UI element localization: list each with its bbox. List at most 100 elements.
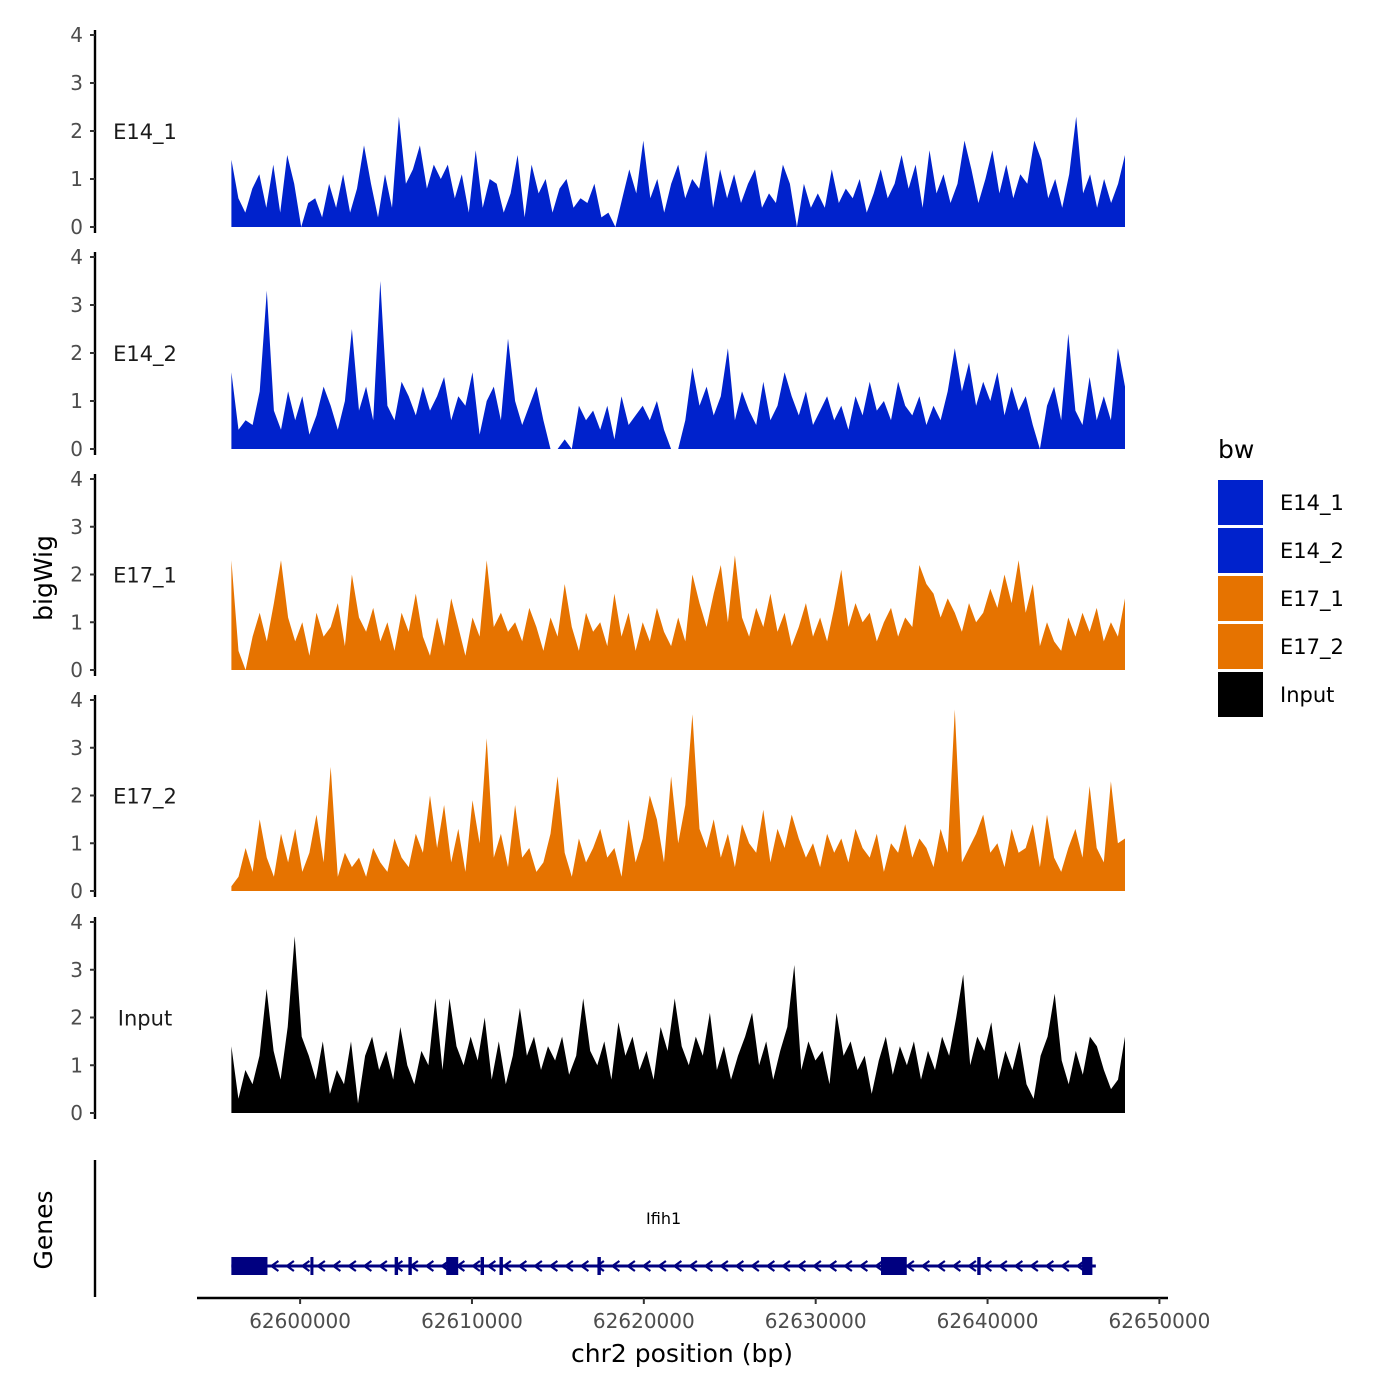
strand-arrow [672,1260,683,1272]
strand-arrow [905,1260,915,1272]
legend-item-e14-2: E14_2 [1218,528,1344,573]
strand-arrow [657,1260,667,1272]
y-tick-label: 0 [70,658,83,682]
x-tick-label: 62620000 [593,1309,695,1333]
strand-arrow [502,1260,512,1272]
strand-arrow [362,1260,373,1272]
strand-arrow [998,1260,1008,1272]
strand-arrow [533,1260,543,1272]
legend-label: E14_2 [1280,539,1344,564]
strand-arrow [300,1260,311,1272]
gene-name-label: Ifih1 [646,1209,681,1228]
strand-arrow [1029,1260,1039,1272]
strand-arrow [316,1260,326,1272]
y-tick-label: 3 [70,736,83,760]
strand-arrow [517,1260,528,1272]
signal-area-e14-1 [231,116,1125,227]
legend-label: Input [1280,683,1334,707]
strand-arrow [610,1260,621,1272]
strand-arrow [595,1260,605,1272]
strand-arrow [967,1260,977,1272]
y-tick-label: 2 [70,1006,83,1030]
y-tick-label: 1 [70,167,83,191]
legend-label: E17_1 [1280,587,1344,612]
strand-arrow [1075,1260,1086,1272]
strand-arrow [548,1260,559,1272]
legend-item-e17-1: E17_1 [1218,576,1344,621]
exon [499,1257,503,1275]
y-tick-label: 4 [70,688,83,712]
strand-arrow [486,1260,497,1272]
track-e14-2: 0 1 2 3 4 E14_2 [70,245,1125,461]
legend-item-e17-2: E17_2 [1218,624,1344,669]
track-label: E17_2 [113,785,177,810]
x-axis-title: chr2 position (bp) [571,1339,793,1368]
track-e17-2: 0 1 2 3 4 E17_2 [70,688,1125,903]
strand-arrow [936,1260,946,1272]
genes-track: Ifih1 [93,1160,1096,1297]
x-tick-label: 62630000 [765,1309,867,1333]
y-axis-title: bigWig [29,535,58,621]
strand-arrow [424,1260,435,1272]
signal-tracks: 0 1 2 3 4 E14_1 0 1 2 3 4 E14_2 0 1 2 3 4 E17_1 0 1 2 3 4 E17_2… [70,23,1125,1125]
legend-item-input: Input [1218,672,1334,717]
y-tick-label: 0 [70,437,83,461]
x-tick-label: 62600000 [249,1309,351,1333]
y-tick-label: 0 [70,215,83,239]
strand-arrow [641,1260,652,1272]
x-tick-label: 62650000 [1109,1309,1211,1333]
y-tick-label: 1 [70,831,83,855]
strand-arrow [703,1260,714,1272]
y-tick-label: 3 [70,958,83,982]
y-tick-label: 4 [70,467,83,491]
exon [597,1257,601,1275]
track-label: Input [118,1007,172,1031]
y-tick-label: 3 [70,293,83,317]
y-tick-label: 2 [70,563,83,587]
y-tick-label: 4 [70,23,83,47]
legend-label: E14_1 [1280,491,1344,516]
y-tick-label: 2 [70,341,83,365]
x-tick-label: 62610000 [421,1309,523,1333]
track-input: 0 1 2 3 4 Input [70,910,1125,1125]
y-tick-label: 1 [70,1053,83,1077]
exon [394,1257,399,1275]
x-tick-label: 62640000 [937,1309,1039,1333]
track-label: E14_1 [113,120,177,145]
strand-arrow [765,1260,776,1272]
legend-label: E17_2 [1280,635,1344,660]
exon [446,1257,459,1275]
strand-arrow [812,1260,822,1272]
strand-arrow [564,1260,574,1272]
track-label: E17_1 [113,564,177,589]
y-tick-label: 4 [70,910,83,934]
y-tick-label: 3 [70,71,83,95]
signal-area-e14-2 [231,281,1125,449]
exon [1082,1257,1093,1275]
strand-arrow [347,1260,357,1272]
y-tick-label: 3 [70,515,83,539]
strand-arrow [331,1260,342,1272]
strand-arrow [1013,1260,1024,1272]
y-tick-label: 1 [70,389,83,413]
strand-arrow [781,1260,791,1272]
strand-arrow [626,1260,636,1272]
strand-arrow [796,1260,807,1272]
exon [977,1257,981,1275]
strand-arrow [269,1260,280,1272]
y-tick-label: 1 [70,610,83,634]
strand-arrow [982,1260,993,1272]
legend-swatch [1218,624,1263,669]
legend-items: E14_1 E14_2 E17_1 E17_2 Input [1218,480,1344,717]
legend-swatch [1218,528,1263,573]
strand-arrow [579,1260,590,1272]
strand-arrow [1044,1260,1055,1272]
strand-arrow [734,1260,745,1272]
exon [480,1257,485,1275]
y-tick-label: 2 [70,784,83,808]
signal-area-e17-1 [231,555,1125,670]
legend-swatch [1218,672,1263,717]
strand-arrow [858,1260,869,1272]
strand-arrow [920,1260,931,1272]
